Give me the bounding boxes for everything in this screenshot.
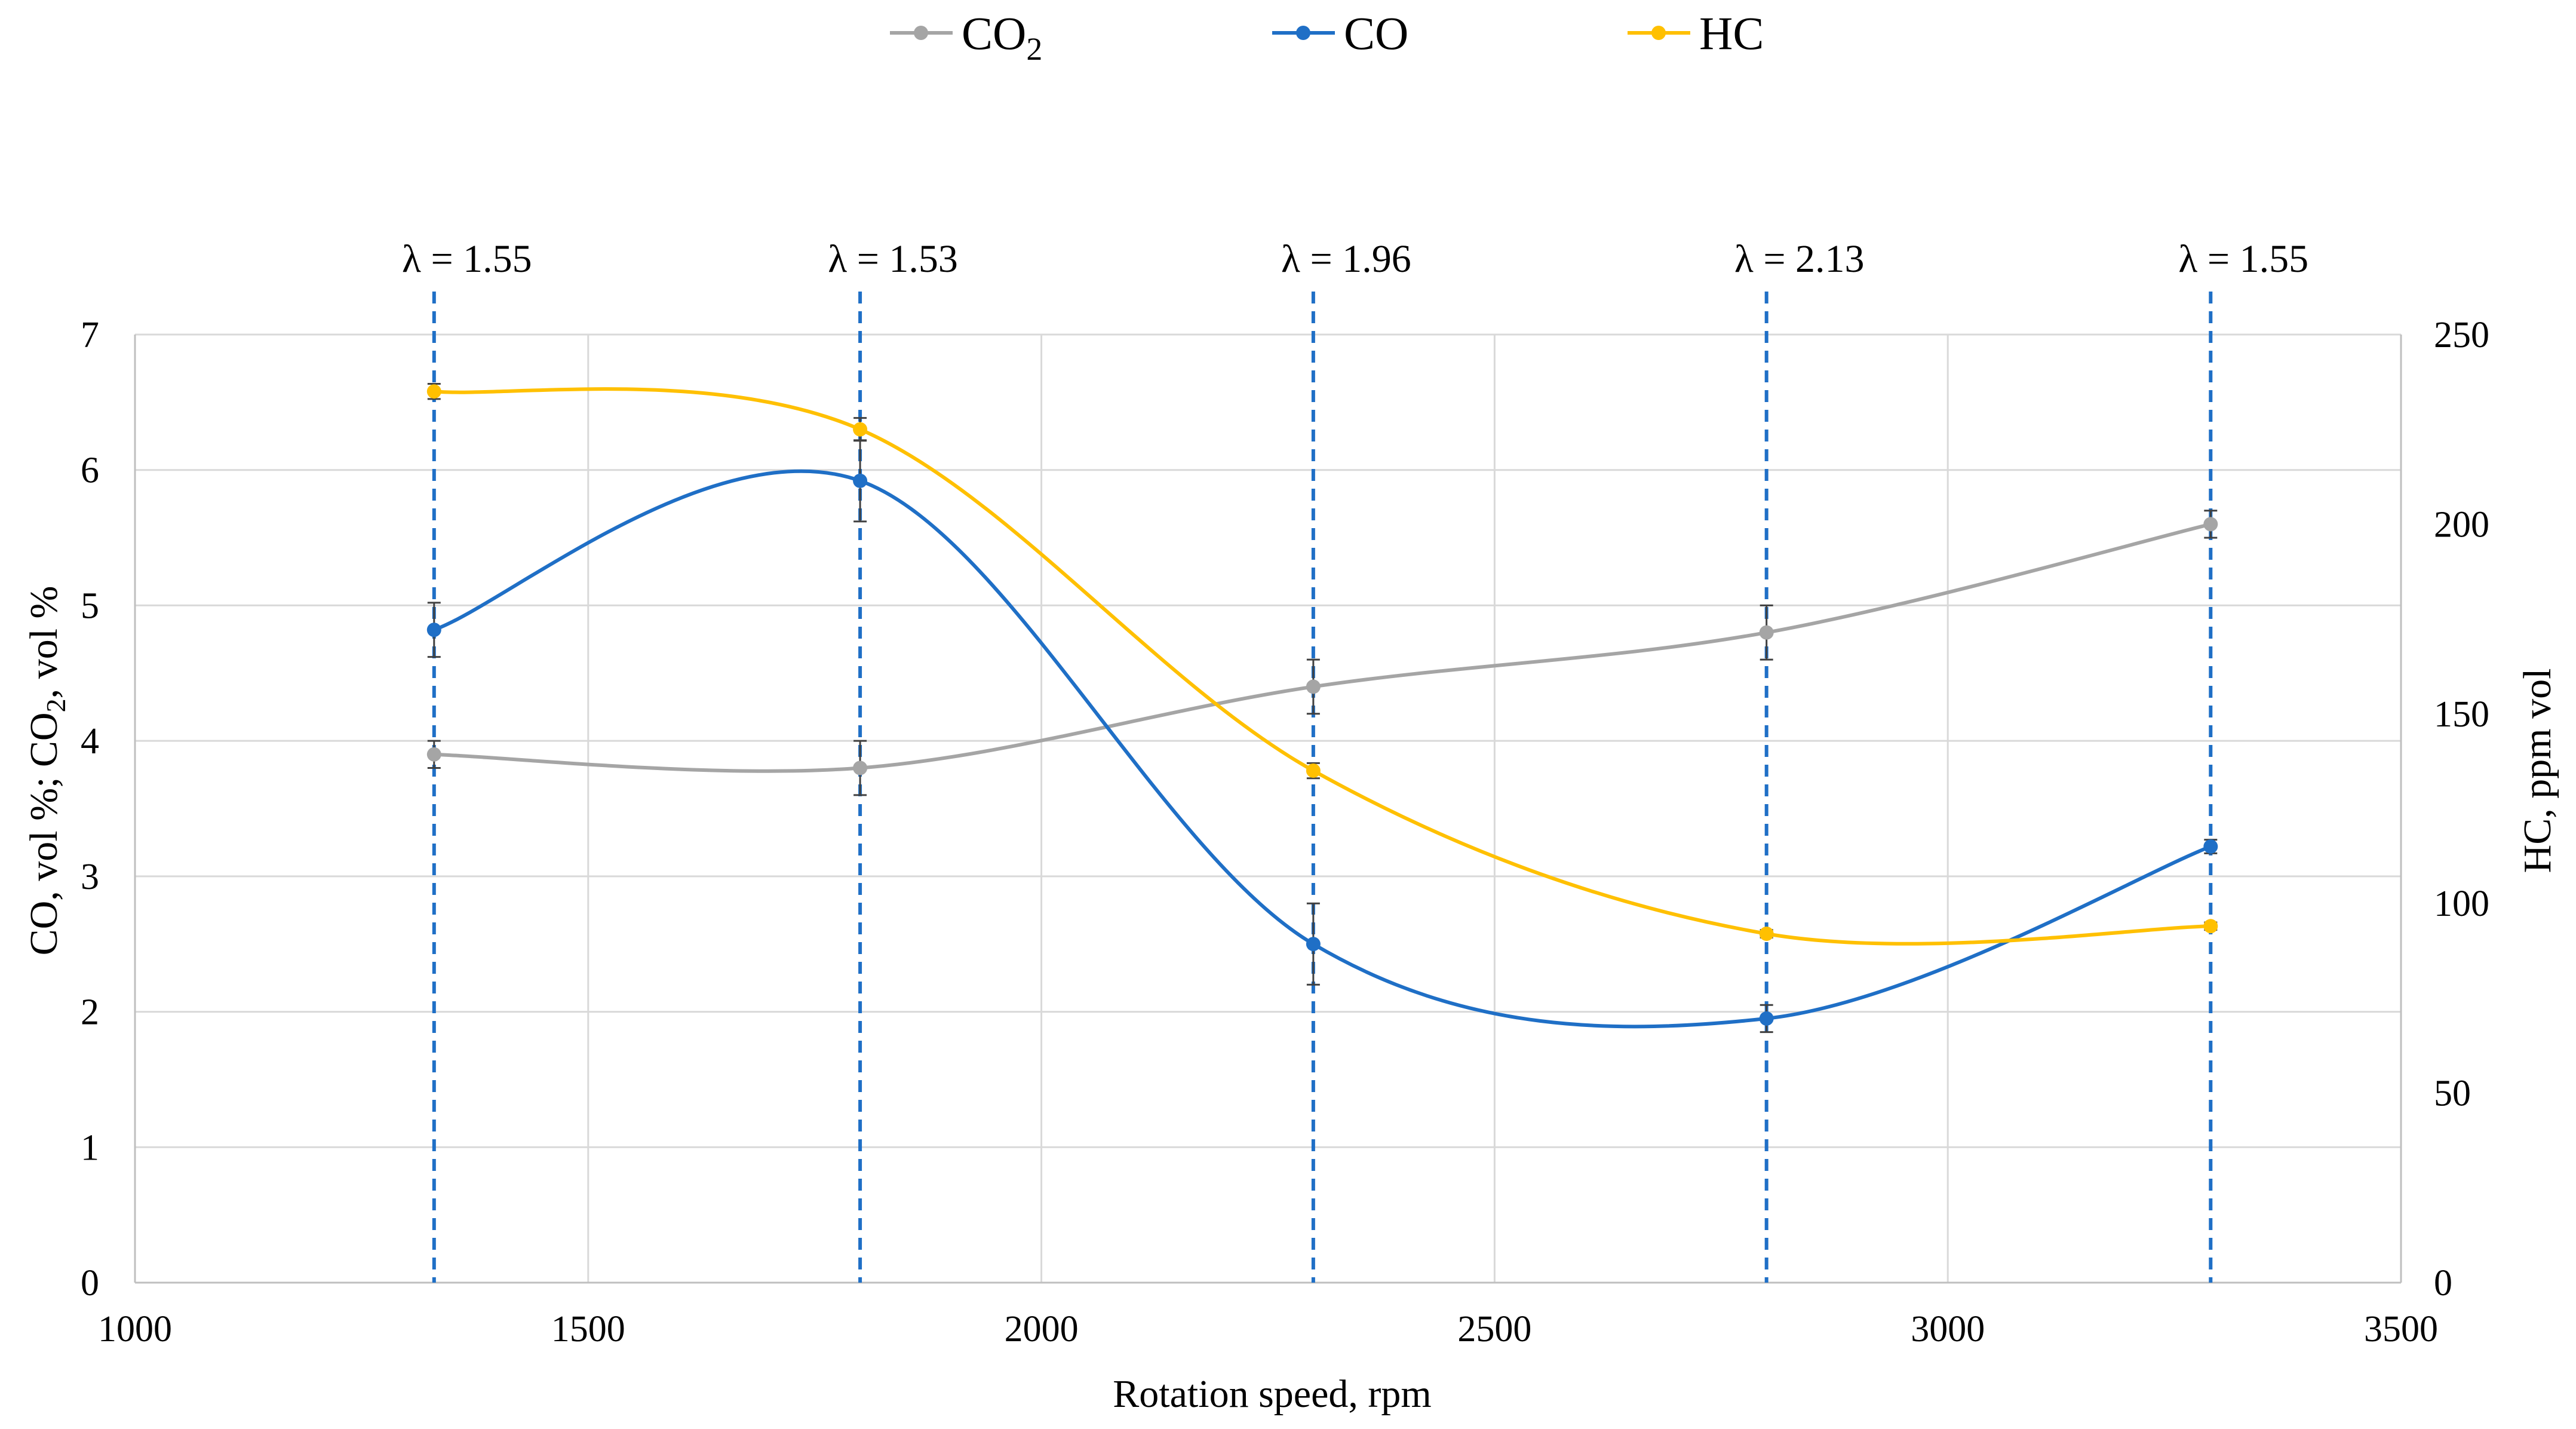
y-left-tick-label: 5 (81, 585, 99, 626)
x-tick-label: 2500 (1457, 1309, 1531, 1350)
series-co (426, 439, 2218, 1034)
y-right-tick-label: 250 (2434, 315, 2489, 355)
data-point-co2 (853, 761, 868, 775)
x-tick-labels: 1000 1500 2000 2500 3000 3500 (98, 1309, 2438, 1350)
axes (134, 335, 2402, 1284)
x-tick-label: 3000 (1911, 1309, 1985, 1350)
legend-marker (1651, 26, 1666, 40)
legend-item-co2: CO2 (890, 7, 1042, 67)
data-point-hc (2203, 919, 2218, 934)
series-line-hc (434, 387, 2211, 946)
legend-label: HC (1699, 7, 1764, 59)
legend-item-co: CO (1272, 7, 1408, 59)
gridlines (135, 333, 2401, 1283)
y-right-tick-label: 0 (2434, 1263, 2452, 1304)
x-tick-label: 3500 (2364, 1309, 2438, 1350)
x-tick-label: 2000 (1005, 1309, 1079, 1350)
y-left-tick-label: 7 (81, 315, 99, 355)
data-point-co (1306, 937, 1321, 952)
data-point-co2 (2203, 517, 2218, 532)
data-point-hc (1759, 926, 1774, 941)
y-right-tick-label: 200 (2434, 504, 2489, 545)
legend-label: CO2 (962, 7, 1042, 67)
lambda-label: λ = 1.53 (828, 237, 958, 281)
y-axis-right-title: HC, ppm vol (2516, 668, 2559, 873)
data-series (426, 383, 2218, 1034)
legend-marker (1296, 26, 1310, 40)
y-left-tick-label: 4 (81, 721, 99, 762)
y-left-tick-labels: 0 1 2 3 4 5 6 7 (81, 315, 99, 1304)
data-point-co2 (1306, 679, 1321, 694)
data-point-co (1759, 1011, 1774, 1026)
series-co2 (426, 510, 2218, 796)
y-right-tick-label: 150 (2434, 694, 2489, 735)
y-left-tick-label: 6 (81, 450, 99, 491)
lambda-label: λ = 1.55 (402, 237, 532, 281)
data-point-hc (426, 384, 441, 399)
x-tick-label: 1500 (551, 1309, 625, 1350)
y-right-tick-labels: 0 50 100 150 200 250 (2434, 315, 2489, 1304)
lambda-markers: λ = 1.55 λ = 1.53 λ = 1.96 λ = 2.13 λ = 1.55 (402, 237, 2308, 1283)
x-tick-label: 1000 (98, 1309, 172, 1350)
y-left-tick-label: 1 (81, 1127, 99, 1168)
legend: CO2 CO HC (890, 7, 1764, 67)
legend-marker (914, 26, 928, 40)
y-left-tick-label: 0 (81, 1263, 99, 1304)
data-point-co2 (426, 747, 441, 762)
series-hc (426, 383, 2218, 946)
y-axis-left-title: CO, vol %; CO2, vol % (22, 586, 71, 956)
data-point-hc (853, 422, 868, 437)
legend-label: CO (1344, 7, 1408, 59)
data-point-co (853, 473, 868, 488)
data-point-co2 (1759, 625, 1774, 640)
lambda-label: λ = 2.13 (1734, 237, 1865, 281)
legend-item-hc: HC (1628, 7, 1764, 59)
y-right-tick-label: 50 (2434, 1074, 2471, 1114)
y-left-tick-label: 2 (81, 992, 99, 1033)
data-point-hc (1306, 763, 1321, 778)
lambda-label: λ = 1.96 (1281, 237, 1411, 281)
data-point-co (426, 622, 441, 637)
y-right-tick-label: 100 (2434, 884, 2489, 924)
lambda-label: λ = 1.55 (2178, 237, 2308, 281)
x-axis-title: Rotation speed, rpm (1113, 1372, 1431, 1416)
series-line-co (433, 469, 2212, 1029)
series-line-co2 (434, 522, 2212, 773)
y-left-tick-label: 3 (81, 857, 99, 897)
data-point-co (2203, 839, 2218, 854)
